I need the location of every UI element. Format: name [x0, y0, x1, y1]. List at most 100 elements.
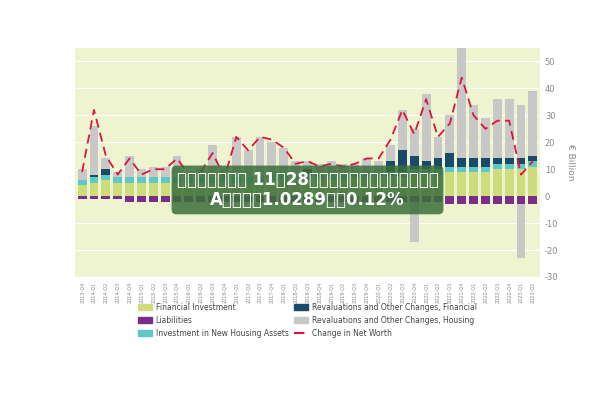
Bar	[410, 202, 419, 242]
Bar	[303, 196, 312, 202]
Bar	[244, 183, 253, 196]
Bar	[434, 137, 442, 158]
Bar	[303, 169, 312, 174]
Bar	[493, 164, 502, 169]
Bar	[173, 183, 181, 196]
Bar	[137, 183, 146, 196]
Bar	[184, 177, 193, 183]
Bar	[113, 196, 122, 199]
Bar	[445, 196, 454, 204]
Bar	[256, 137, 265, 177]
Bar	[434, 174, 442, 196]
Bar	[232, 137, 241, 177]
Bar	[232, 177, 241, 183]
Bar	[517, 204, 526, 258]
Bar	[101, 196, 110, 199]
Bar	[481, 172, 490, 196]
Bar	[493, 169, 502, 196]
Bar	[529, 161, 538, 166]
Bar	[196, 177, 205, 183]
Bar	[125, 177, 134, 183]
Bar	[386, 196, 395, 202]
Bar	[208, 177, 217, 183]
Bar	[113, 177, 122, 183]
Bar	[457, 172, 466, 196]
Bar	[517, 164, 526, 169]
Bar	[469, 172, 478, 196]
Bar	[445, 115, 454, 153]
Bar	[315, 164, 324, 174]
Bar	[493, 196, 502, 204]
Bar	[457, 196, 466, 204]
Bar	[303, 180, 312, 196]
Bar	[517, 169, 526, 196]
Bar	[481, 196, 490, 204]
Bar	[493, 158, 502, 164]
Bar	[196, 169, 205, 177]
Bar	[173, 177, 181, 183]
Bar	[338, 196, 347, 202]
Bar	[398, 150, 407, 172]
Bar	[256, 177, 265, 183]
Bar	[457, 166, 466, 172]
Bar	[101, 169, 110, 174]
Bar	[505, 99, 514, 158]
Bar	[338, 174, 347, 180]
Bar	[161, 166, 170, 177]
Bar	[291, 180, 300, 196]
Bar	[386, 177, 395, 196]
Bar	[220, 196, 229, 202]
Bar	[410, 129, 419, 156]
Bar	[327, 161, 335, 174]
Bar	[208, 183, 217, 196]
Bar	[89, 126, 98, 174]
Bar	[149, 183, 158, 196]
Bar	[350, 172, 359, 177]
Bar	[398, 196, 407, 202]
Bar	[517, 104, 526, 158]
Bar	[374, 196, 383, 202]
Bar	[315, 174, 324, 180]
Bar	[280, 148, 288, 174]
Bar	[184, 172, 193, 177]
Bar	[422, 174, 431, 196]
Bar	[469, 196, 478, 204]
Bar	[374, 177, 383, 196]
Bar	[445, 166, 454, 172]
Bar	[374, 161, 383, 172]
Bar	[469, 158, 478, 166]
Bar	[445, 172, 454, 196]
Bar	[244, 196, 253, 202]
Bar	[256, 196, 265, 202]
Bar	[77, 185, 86, 196]
Bar	[386, 161, 395, 172]
Bar	[422, 196, 431, 202]
Bar	[505, 196, 514, 204]
Bar	[327, 196, 335, 202]
Bar	[161, 183, 170, 196]
Bar	[481, 118, 490, 158]
Bar	[244, 177, 253, 183]
Text: 北京股票配资网 11月28日基金净值：汇添富鑫和纯债
A最新净值1.0289，涨0.12%: 北京股票配资网 11月28日基金净值：汇添富鑫和纯债 A最新净值1.0289，涨…	[176, 170, 439, 209]
Bar	[315, 180, 324, 196]
Bar	[445, 153, 454, 166]
Bar	[268, 174, 277, 180]
Bar	[173, 156, 181, 177]
Bar	[89, 174, 98, 177]
Bar	[350, 177, 359, 196]
Bar	[125, 183, 134, 196]
Bar	[244, 150, 253, 177]
Bar	[149, 196, 158, 202]
Bar	[422, 94, 431, 161]
Bar	[137, 177, 146, 183]
Bar	[101, 174, 110, 180]
Bar	[89, 177, 98, 183]
Bar	[434, 169, 442, 174]
Bar	[256, 183, 265, 196]
Bar	[173, 196, 181, 202]
Bar	[469, 166, 478, 172]
Bar	[184, 196, 193, 202]
Bar	[137, 196, 146, 202]
Bar	[505, 164, 514, 169]
Bar	[338, 164, 347, 174]
